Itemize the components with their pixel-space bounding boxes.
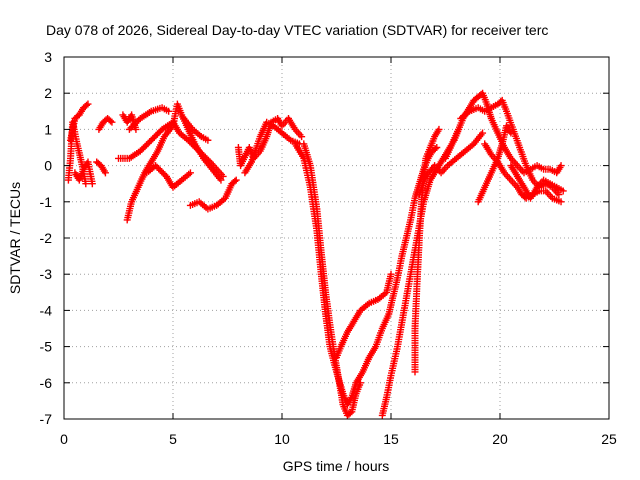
sat-track-9 xyxy=(125,104,173,133)
y-tick-label: -6 xyxy=(40,375,53,391)
x-axis-title: GPS time / hours xyxy=(283,458,390,474)
sat-track-14-markers xyxy=(241,118,303,177)
sat-track-16-markers xyxy=(300,140,364,419)
sat-track-10 xyxy=(143,162,194,191)
y-tick-label: -7 xyxy=(40,411,53,427)
y-tick-label: -2 xyxy=(40,230,53,246)
sat-track-17-markers xyxy=(333,270,395,361)
y-tick-label: -4 xyxy=(40,302,53,318)
sat-track-20-markers xyxy=(415,129,487,199)
sat-track-16 xyxy=(300,140,364,419)
x-tick-label: 5 xyxy=(169,431,177,447)
sat-track-3-markers xyxy=(71,158,96,188)
sat-track-12-markers xyxy=(186,176,240,213)
sat-track-23-markers xyxy=(474,122,515,206)
x-tick-label: 10 xyxy=(274,431,290,447)
sat-track-5 xyxy=(93,158,109,177)
sat-track-17 xyxy=(333,270,395,361)
sat-track-3 xyxy=(71,158,96,188)
tick-labels: 0 5 10 15 20 25 -7 -6 -5 -4 -3 -2 -1 0 1 2 3 xyxy=(40,49,617,447)
y-tick-label: 0 xyxy=(44,158,52,174)
sat-track-11-markers xyxy=(180,115,212,144)
y-tick-label: 1 xyxy=(44,121,52,137)
y-tick-label: -1 xyxy=(40,194,53,210)
data-points xyxy=(64,89,567,419)
x-tick-label: 25 xyxy=(601,431,617,447)
sat-track-10-markers xyxy=(143,162,194,191)
sat-track-13-markers xyxy=(234,115,306,170)
sat-track-4-markers xyxy=(95,115,116,133)
y-tick-label: 2 xyxy=(44,85,52,101)
sat-track-11 xyxy=(180,115,212,144)
sat-track-13 xyxy=(234,115,306,170)
y-tick-label: -3 xyxy=(40,266,53,282)
sat-track-25-markers xyxy=(507,162,567,202)
y-tick-label: -5 xyxy=(40,339,53,355)
x-tick-label: 20 xyxy=(492,431,508,447)
sat-track-5-markers xyxy=(93,158,109,177)
sat-track-12 xyxy=(186,176,240,213)
sat-track-2-markers xyxy=(67,100,92,144)
sat-track-20 xyxy=(415,129,487,199)
sat-track-14 xyxy=(241,118,303,177)
y-tick-label: 3 xyxy=(44,49,52,65)
x-tick-label: 0 xyxy=(60,431,68,447)
y-axis-title: SDTVAR / TECUs xyxy=(7,182,23,294)
chart-title: Day 078 of 2026, Sidereal Day-to-day VTE… xyxy=(46,22,548,38)
sat-track-4 xyxy=(95,115,116,133)
sat-track-2 xyxy=(67,100,92,144)
x-tick-label: 15 xyxy=(383,431,399,447)
sat-track-9-markers xyxy=(125,104,173,133)
sat-track-23 xyxy=(474,122,515,206)
axis-ticks xyxy=(63,56,610,420)
sat-track-25 xyxy=(507,162,567,202)
